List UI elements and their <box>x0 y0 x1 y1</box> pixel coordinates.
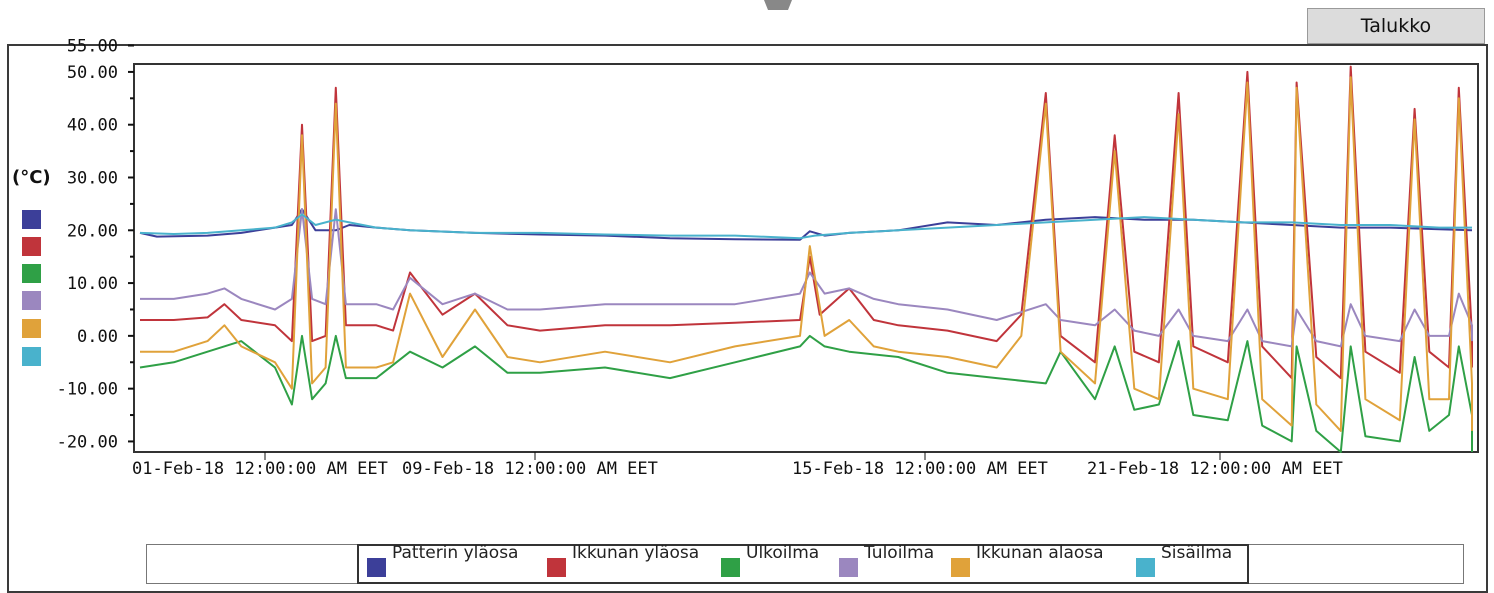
y-tick-label: 20.00 <box>67 221 118 241</box>
y-axis-unit: (°C) <box>12 167 51 188</box>
legend-item[interactable]: Sisäilma <box>1136 543 1246 584</box>
y-axis-swatch <box>22 291 41 310</box>
legend-swatch <box>839 558 858 577</box>
x-tick-label: 09-Feb-18 12:00:00 AM EET <box>402 459 658 479</box>
y-tick-label: 0.00 <box>77 327 118 347</box>
y-tick-label: 30.00 <box>67 168 118 188</box>
legend-item[interactable]: Ikkunan yläosa <box>547 543 721 584</box>
legend-label: Ikkunan yläosa <box>572 543 700 563</box>
legend-label: Tuloilma <box>864 543 935 563</box>
x-tick-label: 21-Feb-18 12:00:00 AM EET <box>1087 459 1343 479</box>
legend-swatch <box>1136 558 1155 577</box>
chart-top-decoration-icon <box>764 0 792 10</box>
legend-label: Sisäilma <box>1161 543 1233 563</box>
y-axis-swatch <box>22 264 41 283</box>
legend-item[interactable]: Ikkunan alaosa <box>951 543 1136 584</box>
y-axis-swatch <box>22 347 41 366</box>
y-tick-label: 40.00 <box>67 116 118 136</box>
legend-label: Patterin yläosa <box>392 543 519 563</box>
y-tick-label: -10.00 <box>57 380 118 400</box>
y-axis-swatch <box>22 319 41 338</box>
legend-label: Ulkoilma <box>746 543 820 563</box>
series-line <box>140 76 1473 432</box>
series-line <box>139 213 1472 240</box>
legend-swatch <box>951 558 970 577</box>
legend-swatch <box>367 558 386 577</box>
y-axis-swatch <box>22 237 41 256</box>
chart-legend: Patterin yläosa Ikkunan yläosa Ulkoilma Tul… <box>357 543 1249 584</box>
y-tick-label: -20.00 <box>57 432 118 452</box>
y-tick-label: 10.00 <box>67 274 118 294</box>
series-line <box>139 334 1473 453</box>
legend-swatch <box>721 558 740 577</box>
y-tick-label: 55.00 <box>67 37 118 57</box>
legend-item[interactable]: Patterin yläosa <box>367 543 547 584</box>
legend-swatch <box>547 558 566 577</box>
x-tick-label: 15-Feb-18 12:00:00 AM EET <box>792 459 1048 479</box>
y-axis-swatch <box>22 210 41 229</box>
legend-label: Ikkunan alaosa <box>976 543 1104 563</box>
legend-item[interactable]: Ulkoilma <box>721 543 839 584</box>
series-line <box>140 208 1473 348</box>
tab-talukko[interactable]: Talukko <box>1307 8 1485 44</box>
legend-item[interactable]: Tuloilma <box>839 543 951 584</box>
y-tick-label: 50.00 <box>67 63 118 83</box>
plot-area <box>133 63 1479 453</box>
x-tick-label: 01-Feb-18 12:00:00 AM EET <box>132 459 388 479</box>
